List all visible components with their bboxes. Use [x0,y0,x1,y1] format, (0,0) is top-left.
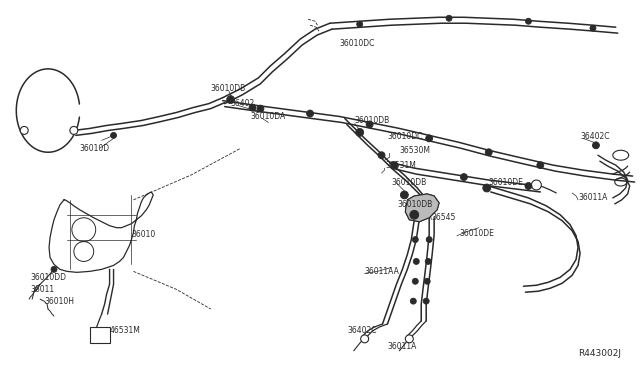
Circle shape [446,15,452,21]
Text: 36011A: 36011A [387,342,417,351]
Polygon shape [405,194,439,222]
Circle shape [378,152,385,159]
Circle shape [366,121,373,128]
Circle shape [525,18,531,24]
Circle shape [51,266,57,272]
Circle shape [405,335,413,343]
Circle shape [70,126,78,134]
Circle shape [307,110,314,117]
Text: 36010DB: 36010DB [355,116,390,125]
Text: 36531M: 36531M [385,161,417,170]
Circle shape [590,25,596,31]
Circle shape [460,174,467,180]
Text: 36010DA: 36010DA [250,112,286,121]
Circle shape [356,21,363,27]
Circle shape [426,237,432,243]
Circle shape [423,298,429,304]
Circle shape [257,105,264,112]
Text: 36010: 36010 [131,230,156,239]
Text: 36010DE: 36010DE [489,177,524,186]
Circle shape [593,142,600,149]
Circle shape [525,183,532,189]
Text: 36010DD: 36010DD [30,273,66,282]
Circle shape [424,278,430,284]
Circle shape [249,104,256,111]
Text: 36545: 36545 [431,213,456,222]
Circle shape [426,135,433,142]
Text: 36010DB: 36010DB [397,201,433,209]
Circle shape [412,237,419,243]
Text: 36402: 36402 [230,99,255,108]
Circle shape [425,259,431,264]
Circle shape [401,191,408,199]
Text: 36010DC: 36010DC [340,39,375,48]
Text: 36402C: 36402C [580,132,609,141]
Text: 46531M: 46531M [109,326,140,336]
Circle shape [111,132,116,138]
Text: 36010DB: 36010DB [211,84,246,93]
Text: 36010DC: 36010DC [387,132,423,141]
Circle shape [412,278,419,284]
Text: 36010D: 36010D [80,144,110,153]
Text: 36402C: 36402C [348,326,378,336]
Circle shape [410,210,419,219]
Circle shape [483,184,491,192]
Circle shape [531,180,541,190]
Text: 36530M: 36530M [399,146,431,155]
Text: R443002J: R443002J [578,349,621,358]
Text: 36010DE: 36010DE [459,229,494,238]
Text: 36011A: 36011A [578,193,607,202]
Text: 36011: 36011 [30,285,54,294]
Text: 36010DB: 36010DB [392,177,427,186]
Circle shape [391,162,398,169]
Circle shape [20,126,28,134]
Text: 36011AA: 36011AA [365,267,399,276]
Circle shape [361,335,369,343]
Text: 36010H: 36010H [44,296,74,306]
Circle shape [356,128,364,137]
Circle shape [537,162,544,169]
Circle shape [413,259,419,264]
Circle shape [485,149,492,156]
Circle shape [410,298,416,304]
FancyBboxPatch shape [90,327,109,343]
Circle shape [227,96,235,104]
